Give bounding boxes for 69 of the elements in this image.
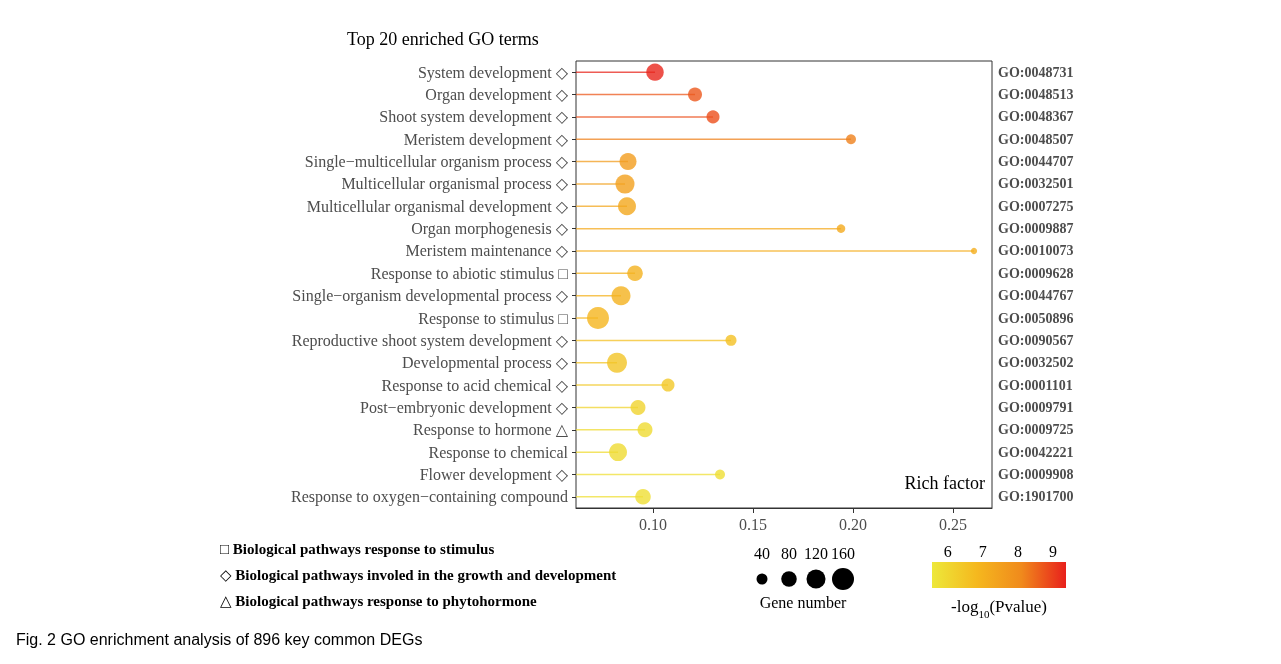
point [661, 378, 675, 392]
y2-tick-label: GO:0001101 [998, 377, 1073, 393]
legend-title: Gene number [759, 594, 847, 611]
y-tick-label: Organ development ◇ [425, 86, 569, 105]
point [619, 153, 637, 171]
text: △ Biological pathways response to phytohormone [220, 593, 538, 609]
y-tick-label: Developmental process ◇ [401, 354, 569, 373]
y-tick-label: Flower development ◇ [419, 465, 569, 484]
y-tick-label: Meristem maintenance ◇ [405, 242, 569, 260]
legend-label: 160 [831, 545, 855, 562]
point [630, 399, 646, 415]
y2-tick-label: GO:0010073 [998, 243, 1074, 259]
y-tick-label: Reproductive shoot system development ◇ [291, 331, 569, 350]
y2-tick-label: GO:0009628 [998, 265, 1074, 281]
y2-tick-label: GO:0009725 [998, 422, 1074, 438]
point [637, 422, 653, 438]
x-tick-label: 0.25 [939, 515, 967, 533]
y-tick-label: Response to chemical [428, 443, 569, 462]
x-tick-label: 0.20 [839, 515, 867, 533]
y-tick-label: Meristem development ◇ [403, 130, 569, 149]
y-tick-label: Response to oxygen−containing compound [291, 488, 568, 507]
y2-tick-label: GO:0044707 [998, 154, 1074, 170]
y-tick-label: Response to acid chemical ◇ [381, 376, 569, 395]
y2-tick-label: GO:0042221 [998, 444, 1074, 460]
y-tick-label: Multicellular organismal development ◇ [306, 197, 569, 216]
x-axis-title: Rich factor [904, 473, 985, 493]
color-bar-label: 9 [1049, 543, 1058, 560]
y2-tick-label: GO:0048513 [998, 87, 1074, 103]
y2-tick-label: GO:0007275 [998, 198, 1074, 214]
legend-label: 120 [804, 545, 828, 562]
y2-tick-label: GO:0090567 [998, 332, 1074, 348]
y-tick-label: Shoot system development ◇ [379, 108, 569, 127]
y-tick-label: Organ morphogenesis ◇ [411, 220, 569, 239]
legend-label: 80 [781, 545, 797, 562]
legend-label: 40 [754, 545, 770, 562]
y2-tick-label: GO:0048507 [998, 131, 1074, 147]
y2-tick-label: GO:1901700 [998, 489, 1074, 505]
point [627, 265, 643, 282]
y2-tick-label: GO:0032501 [998, 176, 1074, 192]
y-tick-label: Single−multicellular organism process ◇ [304, 153, 569, 172]
y-tick-label: Response to abiotic stimulus □ [370, 264, 569, 283]
y-tick-label: Response to hormone △ [413, 421, 569, 440]
caption: Fig. 2 GO enrichment analysis of 896 key common DEGs [16, 631, 423, 648]
color-bar-title: -log$_{10}$(Pvalue) [951, 597, 1047, 620]
y2-tick-label: GO:0009887 [998, 221, 1074, 237]
x-tick-label: 0.15 [739, 515, 767, 533]
y2-tick-label: GO:0050896 [998, 310, 1074, 326]
point [706, 110, 720, 124]
text: □ Biological pathways response to stimulus [220, 541, 495, 557]
y2-tick-label: GO:0032502 [998, 355, 1074, 371]
color-bar-label: 6 [943, 543, 952, 560]
y-tick-label: Single−organism developmental process ◇ [292, 287, 569, 306]
color-bar-label: 7 [978, 543, 987, 560]
chart-title: Top 20 enriched GO terms [347, 29, 539, 49]
color-bar-label: 8 [1013, 543, 1022, 560]
point [646, 63, 664, 81]
y-tick-label: Multicellular organismal process ◇ [341, 175, 569, 194]
y2-tick-label: GO:0048731 [998, 64, 1074, 80]
y-tick-label: Post−embryonic development ◇ [360, 398, 569, 417]
point [688, 87, 703, 102]
y-tick-label: Response to stimulus □ [418, 309, 569, 328]
x-tick-label: 0.10 [639, 515, 667, 533]
text: ◇ Biological pathways involed in the growth and development [220, 567, 617, 583]
y2-tick-label: GO:0044767 [998, 288, 1074, 304]
y2-tick-label: GO:0048367 [998, 109, 1074, 125]
y2-tick-label: GO:0009908 [998, 466, 1074, 482]
point [635, 489, 651, 505]
y-tick-label: System development ◇ [417, 63, 569, 82]
y2-tick-label: GO:0009791 [998, 399, 1074, 415]
